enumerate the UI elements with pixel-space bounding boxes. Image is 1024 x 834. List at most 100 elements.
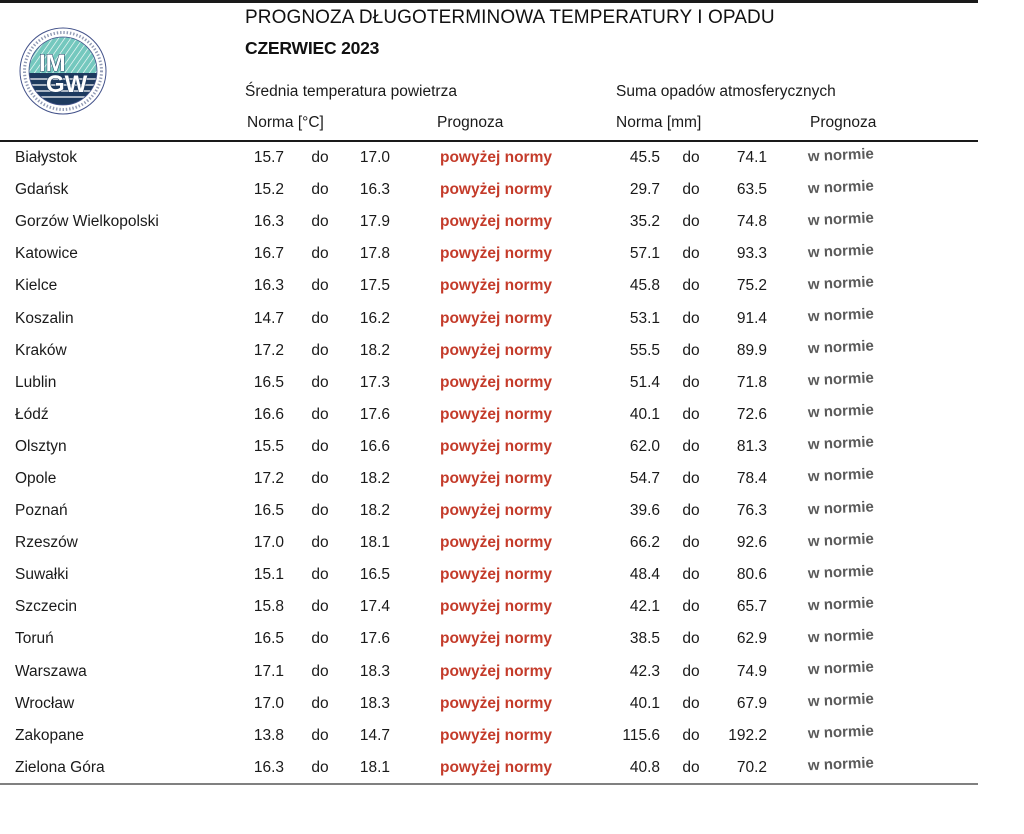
table-row: Olsztyn 15.5 do 16.6 powyżej normy 62.0 do 81.3… <box>0 431 1024 463</box>
temp-norm-low: 15.5 <box>253 437 284 455</box>
temp-norm-high: 18.2 <box>359 341 390 359</box>
temp-norm-high: 18.3 <box>359 694 390 712</box>
city-name: Gdańsk <box>15 181 69 199</box>
precip-do-label: do <box>682 213 700 231</box>
temp-forecast: powyżej normy <box>440 662 552 680</box>
precip-forecast: w normie <box>807 754 875 775</box>
precip-norm-low: 51.4 <box>629 373 660 391</box>
table-row: Gdańsk 15.2 do 16.3 powyżej normy 29.7 do 63.5 w… <box>0 174 1024 206</box>
precip-forecast: w normie <box>807 369 875 390</box>
precip-do-label: do <box>682 373 700 391</box>
precip-norm-low: 38.5 <box>629 630 660 648</box>
table-row: Kraków 17.2 do 18.2 powyżej normy 55.5 do 89.9 w… <box>0 335 1024 367</box>
table-row: Katowice 16.7 do 17.8 powyżej normy 57.1 do 93.… <box>0 238 1024 270</box>
temp-do-label: do <box>311 662 329 680</box>
temp-do-label: do <box>311 309 329 327</box>
imgw-logo: IM GW <box>19 27 107 115</box>
temp-norm-high: 17.6 <box>359 630 390 648</box>
city-name: Rzeszów <box>15 534 78 552</box>
precip-forecast: w normie <box>807 594 875 615</box>
table-row: Zielona Góra 16.3 do 18.1 powyżej normy 40.8 d… <box>0 752 1024 784</box>
precip-do-label: do <box>682 694 700 712</box>
precip-norm-low: 66.2 <box>629 534 660 552</box>
precip-norm-high: 80.6 <box>736 566 767 584</box>
precip-norm-high: 92.6 <box>736 534 767 552</box>
temp-forecast: powyżej normy <box>440 694 552 712</box>
precip-do-label: do <box>682 405 700 423</box>
city-name: Gorzów Wielkopolski <box>15 213 159 231</box>
page-title: PROGNOZA DŁUGOTERMINOWA TEMPERATURY I OP… <box>245 7 775 28</box>
city-name: Szczecin <box>15 598 78 616</box>
page-subtitle: CZERWIEC 2023 <box>245 38 380 58</box>
precip-norm-high: 192.2 <box>728 726 767 744</box>
city-name: Poznań <box>15 502 68 520</box>
temp-do-label: do <box>311 566 329 584</box>
temp-norm-high: 17.6 <box>359 405 390 423</box>
temp-do-label: do <box>311 598 329 616</box>
temp-forecast: powyżej normy <box>440 598 552 616</box>
precip-do-label: do <box>682 181 700 199</box>
temp-do-label: do <box>311 373 329 391</box>
temp-do-label: do <box>311 277 329 295</box>
precip-do-label: do <box>682 630 700 648</box>
precip-do-label: do <box>682 245 700 263</box>
precip-norm-low: 55.5 <box>629 341 660 359</box>
temp-norm-header: Norma [°C] <box>247 114 324 131</box>
precip-norm-low: 57.1 <box>629 245 660 263</box>
temp-forecast: powyżej normy <box>440 373 552 391</box>
temp-forecast: powyżej normy <box>440 469 552 487</box>
table-row: Szczecin 15.8 do 17.4 powyżej normy 42.1 do 65.… <box>0 591 1024 623</box>
temp-norm-low: 17.2 <box>253 341 284 359</box>
precip-norm-low: 29.7 <box>629 181 660 199</box>
precip-norm-low: 45.8 <box>629 277 660 295</box>
temp-forecast: powyżej normy <box>440 149 552 167</box>
temp-norm-high: 18.1 <box>359 534 390 552</box>
precip-norm-low: 40.8 <box>629 758 660 776</box>
temp-norm-high: 16.2 <box>359 309 390 327</box>
precip-do-label: do <box>682 502 700 520</box>
temp-norm-low: 15.7 <box>253 149 284 167</box>
temp-forecast: powyżej normy <box>440 630 552 648</box>
precip-forecast: w normie <box>807 722 875 743</box>
temp-forecast: powyżej normy <box>440 726 552 744</box>
precip-norm-low: 62.0 <box>629 437 660 455</box>
table-row: Gorzów Wielkopolski 16.3 do 17.9 powyżej nor… <box>0 206 1024 238</box>
city-name: Zakopane <box>15 726 84 744</box>
temp-do-label: do <box>311 213 329 231</box>
temp-norm-low: 16.5 <box>253 630 284 648</box>
table-row: Koszalin 14.7 do 16.2 powyżej normy 53.1 do 91.… <box>0 302 1024 334</box>
city-name: Koszalin <box>15 309 74 327</box>
temp-norm-low: 16.3 <box>253 277 284 295</box>
city-name: Olsztyn <box>15 437 67 455</box>
precip-forecast: w normie <box>807 337 875 358</box>
city-name: Lublin <box>15 373 57 391</box>
city-name: Warszawa <box>15 662 87 680</box>
temp-do-label: do <box>311 341 329 359</box>
temp-do-label: do <box>311 534 329 552</box>
temp-norm-low: 13.8 <box>253 726 284 744</box>
precip-norm-low: 40.1 <box>629 405 660 423</box>
precip-norm-high: 93.3 <box>736 245 767 263</box>
temp-norm-low: 15.2 <box>253 181 284 199</box>
temp-forecast: powyżej normy <box>440 213 552 231</box>
temp-norm-low: 16.3 <box>253 213 284 231</box>
table-row: Zakopane 13.8 do 14.7 powyżej normy 115.6 do 19… <box>0 720 1024 752</box>
temp-norm-high: 18.2 <box>359 469 390 487</box>
precip-norm-high: 72.6 <box>736 405 767 423</box>
precip-norm-high: 63.5 <box>736 181 767 199</box>
precip-do-label: do <box>682 662 700 680</box>
precip-norm-high: 78.4 <box>736 469 767 487</box>
temp-norm-high: 17.0 <box>359 149 390 167</box>
table-row: Toruń 16.5 do 17.6 powyżej normy 38.5 do 62.9 w … <box>0 623 1024 655</box>
precip-norm-low: 53.1 <box>629 309 660 327</box>
precip-norm-high: 74.1 <box>736 149 767 167</box>
precip-norm-low: 40.1 <box>629 694 660 712</box>
temp-norm-high: 18.3 <box>359 662 390 680</box>
precip-forecast: w normie <box>807 176 875 197</box>
logo-ring-microtext <box>23 31 103 111</box>
precip-section-label: Suma opadów atmosferycznych <box>616 83 836 100</box>
precip-norm-high: 71.8 <box>736 373 767 391</box>
temp-norm-high: 16.3 <box>359 181 390 199</box>
precip-do-label: do <box>682 534 700 552</box>
temp-forecast: powyżej normy <box>440 277 552 295</box>
